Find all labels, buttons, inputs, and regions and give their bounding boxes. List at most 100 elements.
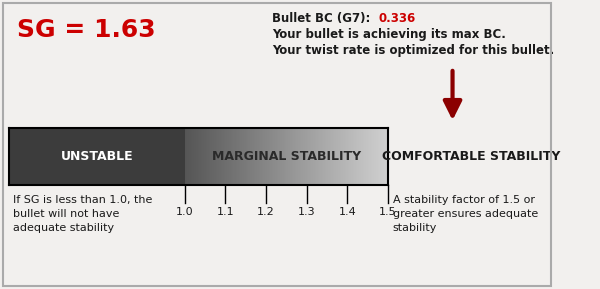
Bar — [264, 128, 265, 185]
Bar — [387, 128, 388, 185]
Text: Bullet BC (G7):: Bullet BC (G7): — [272, 12, 371, 25]
Bar — [236, 128, 237, 185]
Bar — [257, 128, 258, 185]
Bar — [324, 128, 325, 185]
Bar — [311, 128, 312, 185]
Bar — [367, 128, 368, 185]
Bar — [247, 128, 248, 185]
Bar — [365, 128, 366, 185]
Bar — [300, 128, 301, 185]
Bar — [346, 128, 347, 185]
Bar — [287, 128, 289, 185]
Bar — [250, 128, 251, 185]
Bar — [307, 128, 308, 185]
Bar — [335, 128, 336, 185]
Bar — [361, 128, 362, 185]
Bar — [338, 128, 339, 185]
Bar — [384, 128, 385, 185]
Bar — [209, 128, 210, 185]
Bar — [195, 128, 196, 185]
Bar — [341, 128, 342, 185]
Bar — [258, 128, 259, 185]
Bar — [207, 128, 208, 185]
Bar — [296, 128, 297, 185]
Bar — [302, 128, 303, 185]
Bar — [286, 128, 287, 185]
Bar — [319, 128, 320, 185]
Bar — [252, 128, 253, 185]
Bar — [240, 128, 241, 185]
Text: COMFORTABLE STABILITY: COMFORTABLE STABILITY — [382, 150, 560, 163]
Bar — [289, 128, 290, 185]
Bar — [322, 128, 323, 185]
Bar — [248, 128, 249, 185]
Bar — [352, 128, 353, 185]
Bar — [285, 128, 286, 185]
Bar — [370, 128, 371, 185]
Bar — [205, 128, 206, 185]
Bar — [259, 128, 260, 185]
Bar — [269, 128, 270, 185]
Text: MARGINAL STABILITY: MARGINAL STABILITY — [212, 150, 361, 163]
Bar — [197, 128, 198, 185]
Bar — [343, 128, 344, 185]
Bar — [368, 128, 369, 185]
Bar — [251, 128, 252, 185]
Bar — [187, 128, 188, 185]
Bar — [373, 128, 374, 185]
Bar — [216, 128, 217, 185]
Bar — [295, 128, 296, 185]
Bar — [325, 128, 326, 185]
Bar — [256, 128, 257, 185]
Bar — [371, 128, 373, 185]
Bar — [382, 128, 383, 185]
Bar — [323, 128, 324, 185]
Bar — [230, 128, 231, 185]
Bar — [239, 128, 240, 185]
Bar — [386, 128, 387, 185]
Bar — [276, 128, 277, 185]
Bar — [381, 128, 382, 185]
Bar — [203, 128, 205, 185]
Bar — [349, 128, 350, 185]
Text: Your twist rate is optimized for this bullet.: Your twist rate is optimized for this bu… — [272, 44, 554, 57]
Bar — [268, 128, 269, 185]
Bar — [198, 128, 199, 185]
Bar — [255, 128, 256, 185]
Bar — [242, 128, 243, 185]
Bar — [293, 128, 294, 185]
Bar — [334, 128, 335, 185]
Bar — [279, 128, 280, 185]
Bar — [329, 128, 331, 185]
Bar — [369, 128, 370, 185]
Bar — [363, 128, 364, 185]
Text: 1.2: 1.2 — [257, 207, 275, 217]
Bar — [281, 128, 282, 185]
Bar — [331, 128, 332, 185]
Bar — [201, 128, 202, 185]
Bar — [221, 128, 222, 185]
Bar — [210, 128, 211, 185]
Bar — [290, 128, 291, 185]
Bar — [238, 128, 239, 185]
Bar — [291, 128, 292, 185]
Bar — [328, 128, 329, 185]
Bar — [265, 128, 266, 185]
Bar — [273, 128, 274, 185]
Bar — [310, 128, 311, 185]
Bar — [333, 128, 334, 185]
Bar — [312, 128, 313, 185]
Bar — [222, 128, 223, 185]
Bar — [194, 128, 195, 185]
Bar — [245, 128, 247, 185]
Bar — [305, 128, 306, 185]
Bar — [229, 128, 230, 185]
Bar — [192, 128, 193, 185]
Bar — [383, 128, 384, 185]
Bar — [241, 128, 242, 185]
Bar — [342, 128, 343, 185]
Bar — [215, 128, 216, 185]
Bar — [313, 128, 314, 185]
Bar — [326, 128, 327, 185]
Bar — [314, 128, 315, 185]
